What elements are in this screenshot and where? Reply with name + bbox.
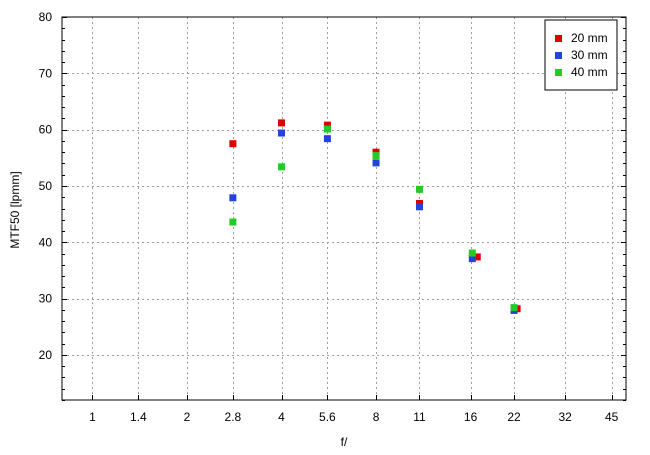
x-tick-label: 1.4 — [130, 410, 147, 424]
data-point-40mm — [323, 125, 331, 133]
data-point-40mm — [510, 304, 518, 312]
x-tick-label: 5.6 — [319, 410, 336, 424]
data-point-40mm — [229, 218, 237, 226]
x-tick-label: 45 — [605, 410, 619, 424]
data-point-30mm — [229, 194, 237, 202]
y-axis-label: MTF50 [lpmm] — [8, 171, 22, 248]
x-tick-label: 1 — [89, 410, 96, 424]
data-point-20mm — [278, 119, 286, 127]
legend-swatch-30mm — [555, 52, 562, 59]
x-tick-label: 22 — [507, 410, 521, 424]
y-tick-label: 70 — [39, 66, 53, 80]
legend-label-20mm: 20 mm — [571, 31, 608, 45]
data-point-40mm — [372, 152, 380, 160]
y-tick-label: 60 — [39, 123, 53, 137]
data-point-40mm — [415, 185, 423, 193]
x-tick-label: 4 — [278, 410, 285, 424]
x-tick-label: 11 — [413, 410, 426, 424]
data-point-20mm — [323, 121, 331, 129]
data-point-30mm — [323, 135, 331, 143]
data-point-20mm — [229, 140, 237, 148]
y-tick-label: 40 — [39, 235, 53, 249]
legend-label-40mm: 40 mm — [571, 65, 608, 79]
legend: 20 mm 30 mm 40 mm — [544, 19, 618, 91]
y-tick-label: 30 — [39, 292, 53, 306]
y-tick-label: 20 — [39, 348, 53, 362]
x-axis-label: f/ — [341, 435, 348, 449]
x-tick-label: 2.8 — [225, 410, 242, 424]
x-tick-label: 2 — [184, 410, 191, 424]
legend-swatch-20mm — [555, 35, 562, 42]
data-point-30mm — [415, 203, 423, 211]
data-point-40mm — [278, 163, 286, 171]
data-points — [229, 119, 521, 314]
plot-area — [62, 17, 626, 400]
x-tick-label: 8 — [373, 410, 380, 424]
plot-frame — [61, 16, 627, 401]
x-tick-label: 16 — [464, 410, 478, 424]
y-tick-label: 80 — [39, 10, 53, 24]
data-point-20mm — [473, 253, 481, 261]
data-point-30mm — [372, 159, 380, 167]
data-point-30mm — [468, 255, 476, 263]
tick-labels: 1 1.4 2 2.8 4 5.6 8 11 16 22 32 45 20 30 40 50 60 70 80 — [39, 10, 619, 424]
legend-swatch-40mm — [555, 69, 562, 76]
data-point-30mm — [278, 129, 286, 137]
legend-label-30mm: 30 mm — [571, 48, 608, 62]
x-tick-label: 32 — [558, 410, 572, 424]
data-point-40mm — [468, 249, 476, 257]
y-tick-label: 50 — [39, 179, 53, 193]
